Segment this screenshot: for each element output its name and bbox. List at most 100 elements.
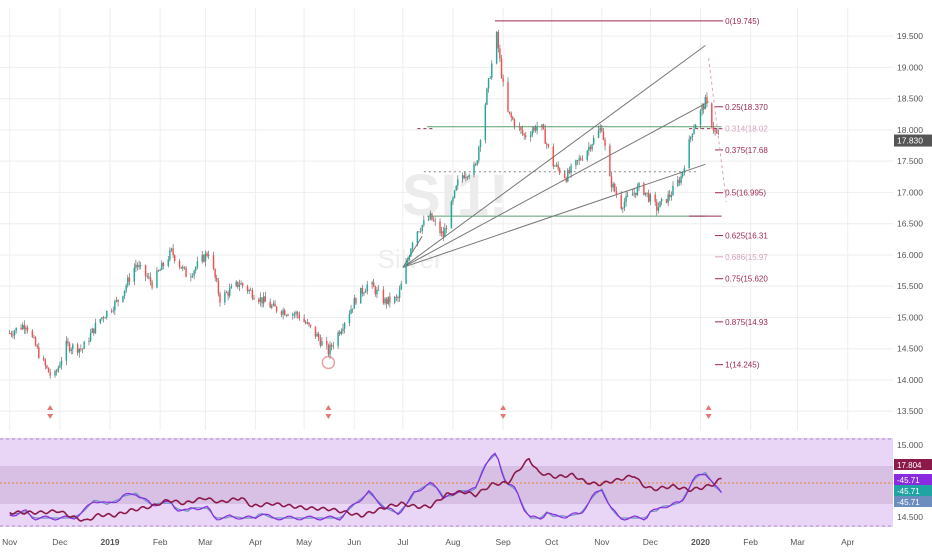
candle-body <box>520 127 522 130</box>
candle-body <box>625 195 627 203</box>
candle <box>657 202 660 214</box>
x-tick-label: Mar <box>198 537 213 547</box>
candle-body <box>8 333 11 334</box>
candle-body <box>178 260 181 267</box>
candle <box>65 336 68 366</box>
candle-body <box>432 219 435 221</box>
candle-body <box>536 126 538 131</box>
candle <box>500 54 503 80</box>
candle <box>450 200 453 229</box>
candle-body <box>361 287 364 294</box>
candle <box>398 285 401 302</box>
candle <box>339 329 341 336</box>
candle-body <box>219 293 221 303</box>
candle-body <box>88 340 90 342</box>
candle <box>182 264 184 272</box>
candle <box>156 267 158 289</box>
candle <box>364 288 367 293</box>
candle <box>228 283 231 299</box>
y-tick-label: 14.000 <box>897 375 923 385</box>
candle-body <box>125 285 127 291</box>
candle <box>693 124 695 135</box>
candle <box>434 217 436 226</box>
candle <box>591 143 593 152</box>
candle <box>207 250 210 260</box>
fib-level-label: 0(19.745) <box>725 17 760 26</box>
candle <box>15 327 17 334</box>
candle-body <box>497 31 499 49</box>
candle <box>376 286 378 299</box>
candle-body <box>450 201 453 229</box>
candle <box>292 312 294 320</box>
candle <box>665 198 668 204</box>
candle <box>78 348 80 358</box>
candle-body <box>604 139 606 146</box>
candle <box>23 320 25 335</box>
candle-body <box>149 276 152 282</box>
candle-body <box>690 136 692 140</box>
candle-body <box>161 262 163 270</box>
y-tick-label: 13.500 <box>897 406 923 416</box>
candle-body <box>21 324 24 330</box>
candle <box>419 227 422 234</box>
candle-body <box>636 186 639 196</box>
candle <box>60 356 63 370</box>
candle <box>340 328 343 336</box>
candle <box>227 290 229 301</box>
candle <box>217 277 220 297</box>
price-tag-bg <box>894 134 932 147</box>
candle-body <box>499 48 501 59</box>
candle <box>654 191 656 207</box>
candle-body <box>500 58 503 78</box>
y-tick-label: 19.500 <box>897 31 923 41</box>
fib-level-label: 1(14.245) <box>725 361 760 370</box>
time-axis: Nov Dec 2019 Feb Mar Apr May Jun Jul Aug Sep Oct Nov… <box>2 537 854 547</box>
candle <box>636 183 639 197</box>
candle-body <box>140 265 142 266</box>
candle-body <box>295 312 297 314</box>
candle <box>623 197 626 212</box>
candle <box>68 341 71 353</box>
candle-body <box>292 313 294 316</box>
candle <box>678 176 681 186</box>
candle-body <box>144 265 147 277</box>
osc-tag-bg <box>894 474 932 485</box>
candle <box>258 297 260 305</box>
candle <box>159 268 161 272</box>
candle <box>427 215 430 222</box>
candle-body <box>280 311 283 315</box>
candle-body <box>525 135 527 137</box>
candle <box>576 159 579 165</box>
candle <box>638 181 640 192</box>
candle-body <box>248 289 250 292</box>
candle-body <box>644 192 647 195</box>
candle <box>400 280 402 290</box>
candle <box>185 265 187 278</box>
x-tick-label: Nov <box>594 537 610 547</box>
candle <box>602 128 605 141</box>
candle-body <box>136 264 139 268</box>
fib-level-label: 0.625(16.31 <box>725 232 768 241</box>
candle <box>264 291 267 302</box>
candle <box>554 164 556 167</box>
candle-body <box>250 289 252 291</box>
candle-body <box>36 345 38 348</box>
candle-body <box>34 337 37 346</box>
candle-body <box>162 262 165 266</box>
arrow-up-icon <box>705 405 712 410</box>
candle-body <box>170 248 173 251</box>
candle <box>225 290 228 294</box>
candle-body <box>581 159 584 161</box>
candle <box>512 115 514 121</box>
candle-body <box>423 220 425 226</box>
candle-body <box>59 365 61 368</box>
candle <box>21 322 24 331</box>
candle-body <box>89 333 92 341</box>
candle-body <box>216 277 218 281</box>
candle-body <box>635 192 637 196</box>
candle <box>224 289 226 306</box>
candle <box>280 310 283 318</box>
candle <box>601 124 603 133</box>
